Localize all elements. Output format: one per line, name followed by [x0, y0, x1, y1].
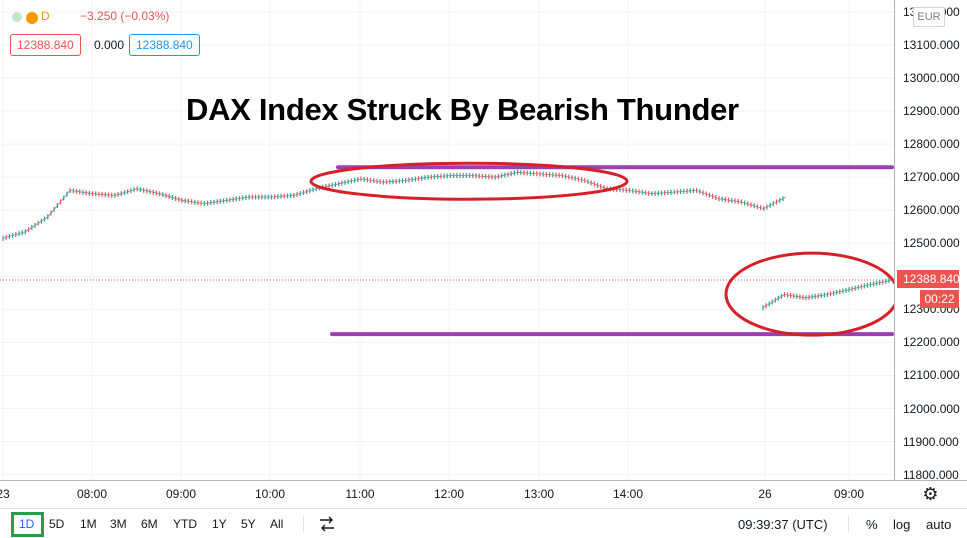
bottom-toolbar: 1D 5D 1M 3M 6M YTD 1Y 5Y All 09:39:37 (U…: [0, 508, 967, 538]
range-6m-button[interactable]: 6M: [141, 517, 158, 531]
range-1y-button[interactable]: 1Y: [212, 517, 227, 531]
compare-arrows-icon[interactable]: [318, 516, 336, 532]
currency-button[interactable]: EUR: [913, 7, 945, 27]
time-tick-label: 10:00: [254, 487, 286, 501]
price-series: [2, 169, 893, 311]
price-tick-label: 12100.000: [903, 368, 960, 383]
time-tick-label: 09:00: [833, 487, 865, 501]
price-tick-label: 12700.000: [903, 170, 960, 185]
time-tick-label: 13:00: [523, 487, 555, 501]
clock-separator: [848, 515, 849, 533]
range-5d-button[interactable]: 5D: [49, 517, 65, 531]
time-tick-label: 14:00: [612, 487, 644, 501]
range-all-button[interactable]: All: [270, 517, 284, 531]
top-ellipse-annotation: [309, 161, 629, 201]
chart-title: DAX Index Struck By Bearish Thunder: [186, 92, 739, 127]
active-range-highlight: [11, 512, 44, 537]
clock-readout[interactable]: 09:39:37 (UTC): [738, 517, 828, 532]
interval-label: D: [41, 9, 50, 23]
change-value: −3.250 (−0.03%): [80, 9, 170, 23]
price-tick-label: 11800.000: [903, 467, 959, 482]
market-status-icon: [12, 12, 22, 22]
auto-scale-button[interactable]: auto: [926, 517, 952, 532]
range-3m-button[interactable]: 3M: [110, 517, 127, 531]
time-tick-label: 12:00: [433, 487, 465, 501]
price-tick-label: 12500.000: [903, 236, 960, 251]
log-scale-button[interactable]: log: [893, 517, 911, 532]
time-tick-label: 08:00: [76, 487, 108, 501]
price-axis[interactable]: 13200.00013100.00013000.00012900.0001280…: [894, 0, 967, 482]
price-tick-label: 13000.000: [903, 71, 960, 86]
time-tick-label: 11:00: [345, 487, 375, 501]
range-ytd-button[interactable]: YTD: [173, 517, 197, 531]
price-tick-label: 12800.000: [903, 137, 960, 152]
range-5y-button[interactable]: 5Y: [241, 517, 256, 531]
interval-badge: [26, 12, 38, 24]
current-price-label: 12388.840: [897, 270, 960, 288]
price-tick-label: 12900.000: [903, 104, 960, 119]
chart-plot[interactable]: [0, 0, 894, 480]
chart-annotations: [309, 161, 894, 337]
price-tick-label: 12200.000: [903, 335, 960, 350]
price-tick-label: 12000.000: [903, 401, 960, 416]
chart-grid: [0, 0, 894, 480]
bar-countdown-label: 00:22: [920, 290, 959, 308]
bid-price-button[interactable]: 12388.840: [10, 34, 81, 56]
time-tick-label: 09:00: [165, 487, 197, 501]
price-tick-label: 12600.000: [903, 203, 960, 218]
range-1m-button[interactable]: 1M: [80, 517, 97, 531]
price-tick-label: 11900.000: [903, 434, 959, 449]
percent-scale-button[interactable]: %: [866, 517, 878, 532]
ask-price-button[interactable]: 12388.840: [129, 34, 200, 56]
range-1d-button[interactable]: 1D: [19, 517, 35, 531]
range-separator: [303, 515, 304, 533]
time-tick-label: 23: [0, 487, 10, 501]
time-tick-label: 26: [758, 487, 772, 501]
spread-value: 0.000: [94, 38, 125, 52]
price-line: [2, 171, 787, 239]
right-ellipse-annotation: [724, 251, 894, 337]
price-tick-label: 13100.000: [903, 38, 960, 53]
gear-icon[interactable]: ⚙: [894, 480, 967, 508]
time-axis[interactable]: 23 08:00 09:00 10:00 11:00 12:00 13:00 14:00 26 0…: [0, 480, 894, 508]
